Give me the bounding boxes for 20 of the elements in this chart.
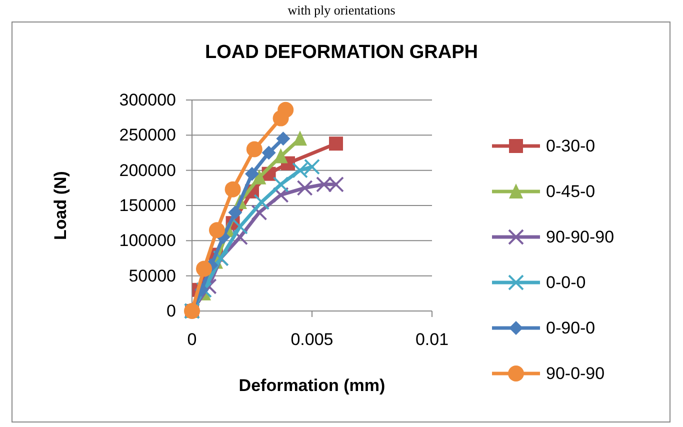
y-tick-label: 100000: [119, 231, 176, 250]
x-tick-label: 0.01: [415, 330, 449, 349]
x-tick-label: 0: [187, 330, 197, 349]
y-tick-label: 150000: [119, 196, 176, 215]
x-tick-label: 0.005: [290, 330, 334, 349]
text: with ply orientations: [288, 2, 396, 18]
x-axis-title: Deformation (mm): [238, 376, 386, 395]
legend-label: 90-0-90: [546, 364, 605, 383]
y-tick-label: 250000: [119, 126, 176, 145]
legend-label: 0-45-0: [546, 182, 596, 201]
legend-label: 0-90-0: [546, 318, 596, 338]
legend-label: 0-30-0: [546, 136, 596, 156]
y-axis-title: Load (N): [51, 171, 70, 240]
y-tick-label: 300000: [119, 90, 176, 110]
y-tick-label: 200000: [119, 160, 176, 180]
y-tick-label: 50000: [128, 266, 176, 286]
chart-title: LOAD DEFORMATION GRAPH: [204, 42, 478, 63]
legend-label: 90-90-90: [546, 228, 614, 246]
y-tick-label: 0: [166, 302, 176, 320]
legend-label: 0-0-0: [546, 273, 586, 292]
